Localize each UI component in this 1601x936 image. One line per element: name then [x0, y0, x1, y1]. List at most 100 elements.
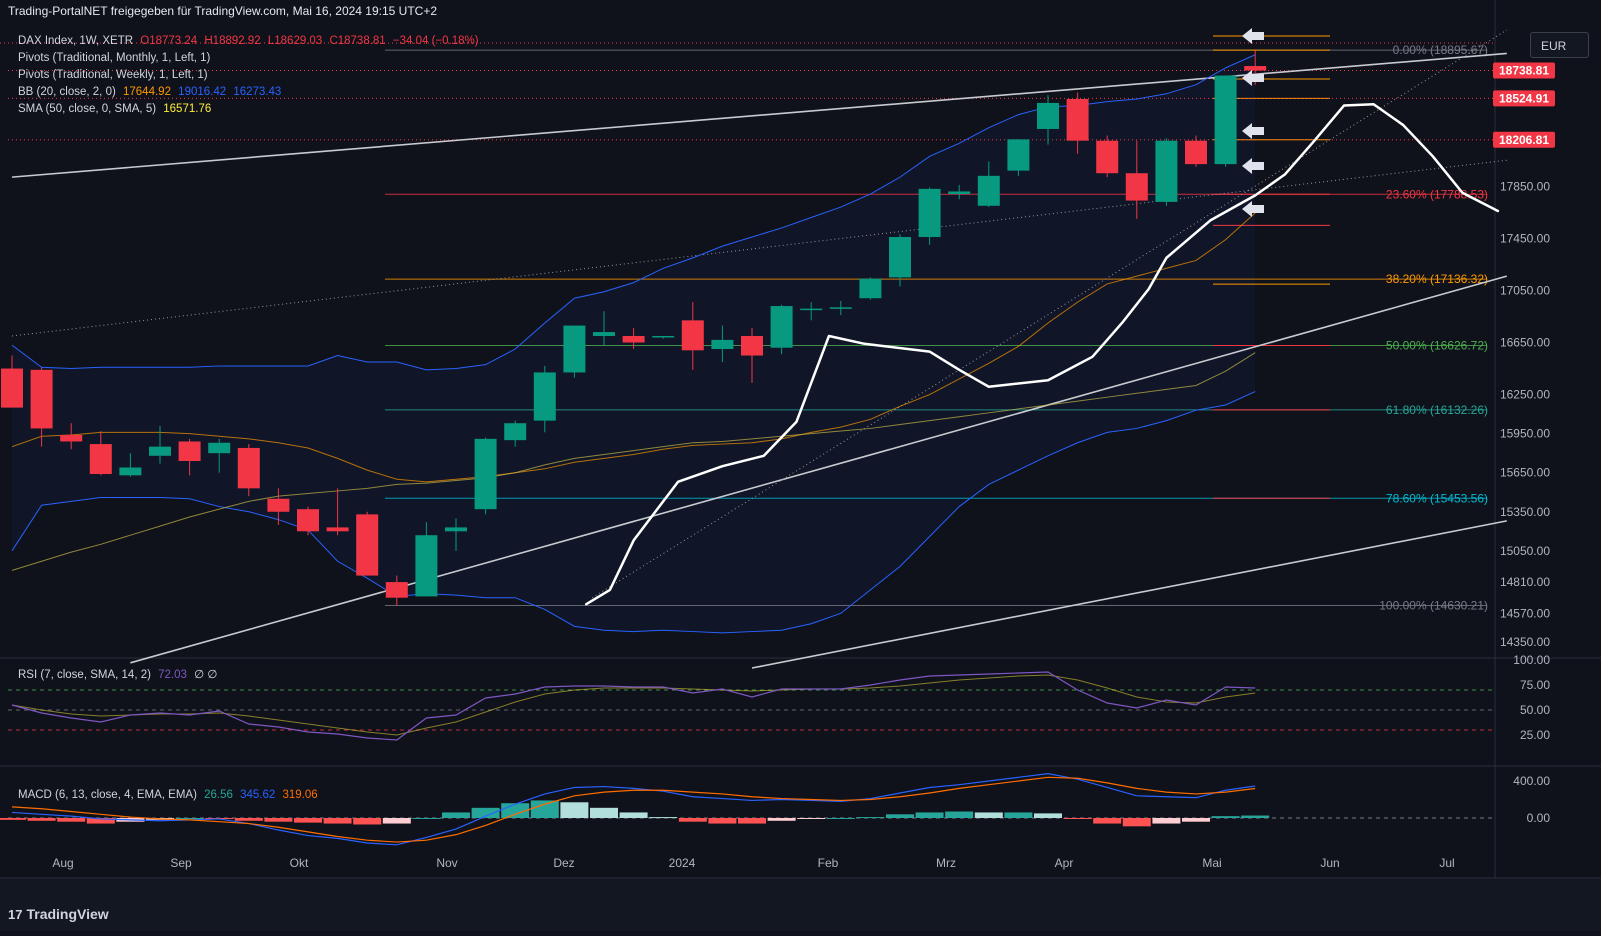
rsi-axis-label: 25.00 — [1520, 728, 1550, 742]
macd-histogram-bar — [886, 814, 914, 818]
price-tag — [1493, 62, 1555, 79]
candle-body — [326, 527, 349, 532]
time-axis-label: 2024 — [669, 856, 696, 870]
candle — [977, 161, 1000, 208]
macd-histogram-bar — [1004, 812, 1033, 818]
rsi-axis-label: 75.00 — [1520, 678, 1550, 692]
legend-bb-upper: 19016.42 — [178, 86, 227, 98]
candle — [385, 575, 408, 606]
currency-button[interactable]: EUR — [1530, 32, 1589, 58]
candle — [1155, 138, 1178, 206]
price-axis-label: 14570.00 — [1500, 606, 1550, 620]
legend-sma-value: 16571.76 — [163, 103, 212, 115]
fib-level-label: 50.00% (16626.72) — [1386, 339, 1488, 353]
rsi-axis-label: 50.00 — [1520, 703, 1550, 717]
price-axis-label: 15350.00 — [1500, 505, 1550, 519]
macd-histogram-bar — [471, 807, 500, 818]
rsi-value: 72.03 — [158, 669, 187, 681]
macd-histogram-bar — [856, 817, 885, 819]
candle — [859, 277, 882, 300]
candle-body — [889, 237, 911, 278]
price-axis-label: 16250.00 — [1500, 388, 1550, 402]
legend-sma-row[interactable]: SMA (50, close, 0, SMA, 5) 16571.76 — [18, 103, 215, 115]
candle-body — [1125, 173, 1148, 201]
candle — [1, 355, 23, 408]
macd-line-value: 345.62 — [240, 789, 276, 801]
candle — [1007, 139, 1030, 176]
candle — [918, 187, 941, 245]
macd-axis-label: 400.00 — [1513, 774, 1550, 788]
candle-body — [1066, 99, 1089, 141]
candle-body — [533, 372, 556, 421]
time-axis-label: Mai — [1202, 856, 1221, 870]
fib-level-label: 23.60% (17788.53) — [1386, 187, 1488, 201]
candle-body — [415, 535, 438, 597]
time-axis-label: Apr — [1055, 856, 1074, 870]
legend-bb-label: BB (20, close, 2, 0) — [18, 86, 116, 98]
candle-body — [445, 527, 467, 532]
macd-histogram-bar — [915, 812, 944, 818]
candle — [504, 420, 527, 447]
candle — [741, 328, 763, 383]
price-tag — [1493, 131, 1555, 148]
time-axis-label: Aug — [52, 856, 73, 870]
macd-histogram-bar — [1063, 818, 1092, 819]
tradingview-brand[interactable]: 17 TradingView — [8, 906, 109, 922]
legend-bb-row[interactable]: BB (20, close, 2, 0) 17644.92 19016.42 1… — [18, 86, 285, 98]
legend-symbol-row[interactable]: DAX Index, 1W, XETR O18773.24 H18892.92 … — [18, 35, 483, 47]
arrow-left-icon — [1242, 123, 1264, 139]
price-axis-label: 16650.00 — [1500, 336, 1550, 350]
legend-pivots-monthly[interactable]: Pivots (Traditional, Monthly, 1, Left, 1… — [18, 52, 211, 64]
bollinger-basis-line — [11, 212, 1256, 483]
price-axis-label: 15650.00 — [1500, 466, 1550, 480]
candle — [60, 423, 83, 450]
candle-body — [178, 441, 201, 461]
macd-histogram-bar — [353, 818, 382, 825]
macd-histogram-bar — [412, 818, 441, 819]
candle — [356, 511, 379, 576]
rsi-line — [11, 671, 1256, 741]
candle-body — [30, 369, 53, 429]
candle — [297, 506, 319, 536]
candle-body — [297, 509, 319, 532]
macd-histogram-bar — [619, 812, 648, 818]
candle-body — [60, 434, 83, 442]
candle — [770, 304, 793, 355]
candle — [267, 488, 290, 525]
candle — [948, 184, 971, 200]
footer-bar — [0, 878, 1601, 931]
fib-level-label: 0.00% (18895.67) — [1393, 43, 1488, 57]
macd-histogram-bar — [767, 818, 796, 821]
candle-body — [208, 442, 231, 454]
macd-histogram-bar — [797, 818, 826, 819]
trendline — [11, 159, 1507, 337]
macd-histogram-bar — [1211, 816, 1240, 818]
time-axis-label: Jun — [1320, 856, 1339, 870]
candle — [415, 522, 438, 597]
legend-pivots-weekly[interactable]: Pivots (Traditional, Weekly, 1, Left, 1) — [18, 69, 208, 81]
macd-histogram-bar — [264, 818, 293, 822]
macd-histogram-bar — [530, 800, 559, 818]
candle — [1037, 95, 1059, 145]
candle — [563, 325, 586, 378]
macd-histogram-bar — [1093, 818, 1122, 824]
candle-body — [474, 438, 497, 510]
arrow-left-icon — [1242, 70, 1264, 86]
fib-level-label: 61.80% (16132.26) — [1386, 403, 1488, 417]
legend-bb-basis: 17644.92 — [123, 86, 171, 98]
candle-body — [385, 582, 408, 598]
legend-bb-lower: 16273.43 — [233, 86, 282, 98]
rsi-extra: ∅ ∅ — [194, 669, 218, 681]
macd-histogram-bar — [442, 812, 470, 818]
macd-histogram-bar — [382, 818, 411, 824]
arrow-left-icon — [1242, 158, 1264, 174]
macd-legend[interactable]: MACD (6, 13, close, 4, EMA, EMA) 26.56 3… — [18, 789, 322, 801]
candle — [119, 453, 142, 477]
bollinger-lower-line — [11, 391, 1256, 634]
rsi-legend[interactable]: RSI (7, close, SMA, 14, 2) 72.03 ∅ ∅ — [18, 667, 221, 681]
macd-histogram-bar — [1152, 818, 1181, 824]
candle — [829, 300, 852, 316]
candle-body — [89, 444, 112, 475]
